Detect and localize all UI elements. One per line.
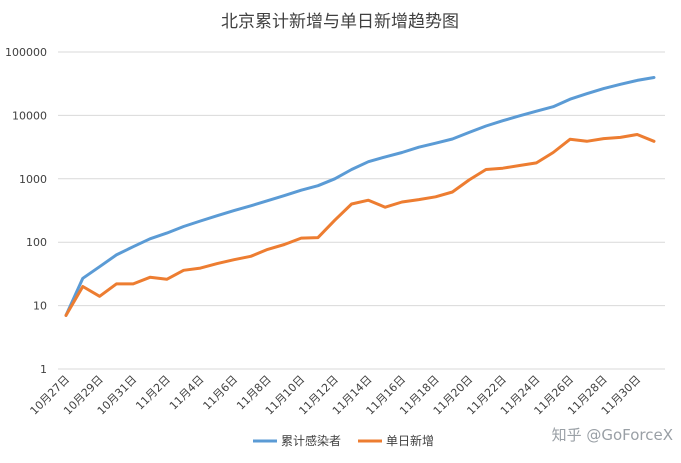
y-axis-tick-labels: 1 10 100 1000 10000 100000 [5, 46, 47, 376]
grid-lines [58, 51, 665, 370]
x-tick-label: 11月6日 [201, 373, 241, 413]
series-lines [64, 76, 656, 317]
y-tick-label: 1 [40, 363, 47, 376]
series-line-2 [64, 133, 656, 317]
legend-label: 单日新增 [386, 433, 434, 448]
x-tick-label: 11月2日 [133, 373, 173, 413]
legend: 累计感染者 单日新增 [253, 433, 434, 448]
chart-title: 北京累计新增与单日新增趋势图 [221, 12, 459, 32]
y-tick-label: 1000 [19, 173, 47, 186]
y-tick-label: 100000 [5, 46, 47, 59]
y-tick-label: 10 [33, 300, 47, 313]
y-tick-label: 100 [26, 236, 47, 249]
watermark-text: 知乎 @GoForceX [552, 426, 673, 444]
series-line-1 [64, 76, 656, 317]
x-axis-tick-labels: 10月27日10月29日10月31日11月2日11月4日11月6日11月8日11… [28, 373, 644, 418]
y-tick-label: 10000 [12, 109, 47, 122]
legend-label: 累计感染者 [281, 433, 341, 448]
x-tick-label: 11月4日 [167, 373, 207, 413]
